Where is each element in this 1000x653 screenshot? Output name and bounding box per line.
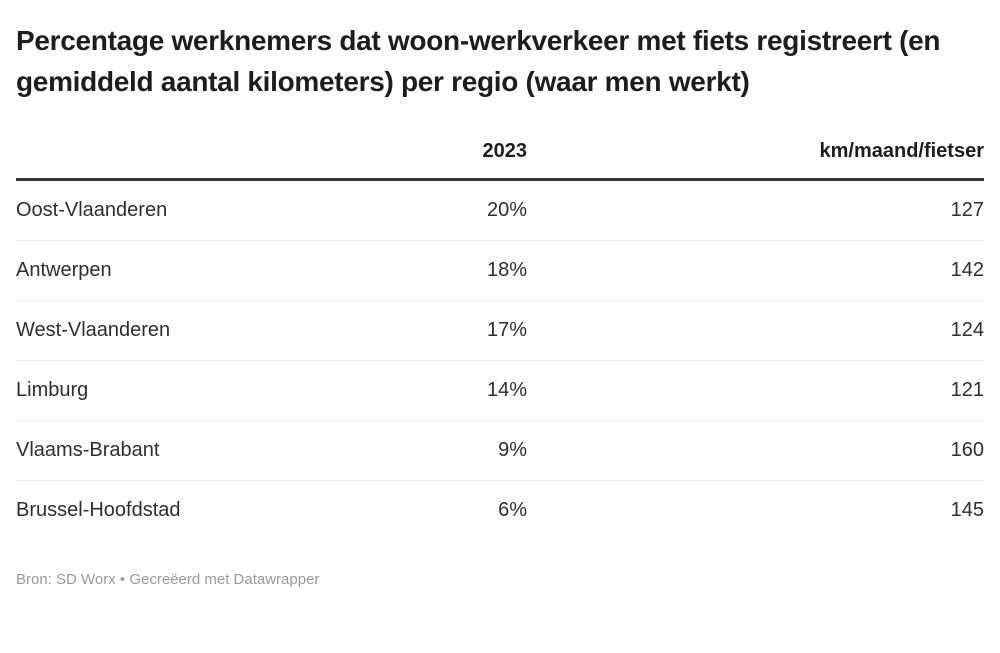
table-row: Antwerpen 18% 142 <box>16 241 984 301</box>
table-row: Limburg 14% 121 <box>16 361 984 421</box>
table-header: 2023 km/maand/fietser <box>16 140 984 181</box>
region-cell: Brussel-Hoofdstad <box>16 499 181 521</box>
chart-title: Percentage werknemers dat woon-werkverke… <box>16 25 941 97</box>
table-row: Oost-Vlaanderen 20% 127 <box>16 181 984 241</box>
table-row: Brussel-Hoofdstad 6% 145 <box>16 481 984 540</box>
percent-cell: 20% <box>486 199 527 221</box>
percent-cell: 18% <box>486 259 527 281</box>
percent-cell: 9% <box>498 439 527 461</box>
region-cell: Vlaams-Brabant <box>16 439 160 461</box>
percent-cell: 14% <box>486 379 527 401</box>
data-table: 2023 km/maand/fietser Oost-Vlaanderen 20… <box>16 140 984 540</box>
region-cell: Limburg <box>16 379 89 401</box>
percent-cell: 6% <box>498 499 527 521</box>
km-cell: 121 <box>950 379 984 401</box>
km-cell: 124 <box>950 319 984 341</box>
percent-cell: 17% <box>486 319 527 341</box>
table-row: West-Vlaanderen 17% 124 <box>16 301 984 361</box>
source-note: Bron: SD Worx • Gecreëerd met Datawrappe… <box>16 571 320 588</box>
km-cell: 160 <box>950 439 984 461</box>
region-cell: West-Vlaanderen <box>16 319 171 341</box>
col-header-year: 2023 <box>482 140 528 162</box>
col-header-km: km/maand/fietser <box>819 140 984 162</box>
table-row: Vlaams-Brabant 9% 160 <box>16 421 984 481</box>
chart-container: Percentage werknemers dat woon-werkverke… <box>16 25 984 588</box>
km-cell: 127 <box>950 199 984 221</box>
region-cell: Antwerpen <box>16 259 112 281</box>
km-cell: 145 <box>950 499 984 521</box>
region-cell: Oost-Vlaanderen <box>16 199 168 221</box>
km-cell: 142 <box>950 259 984 281</box>
